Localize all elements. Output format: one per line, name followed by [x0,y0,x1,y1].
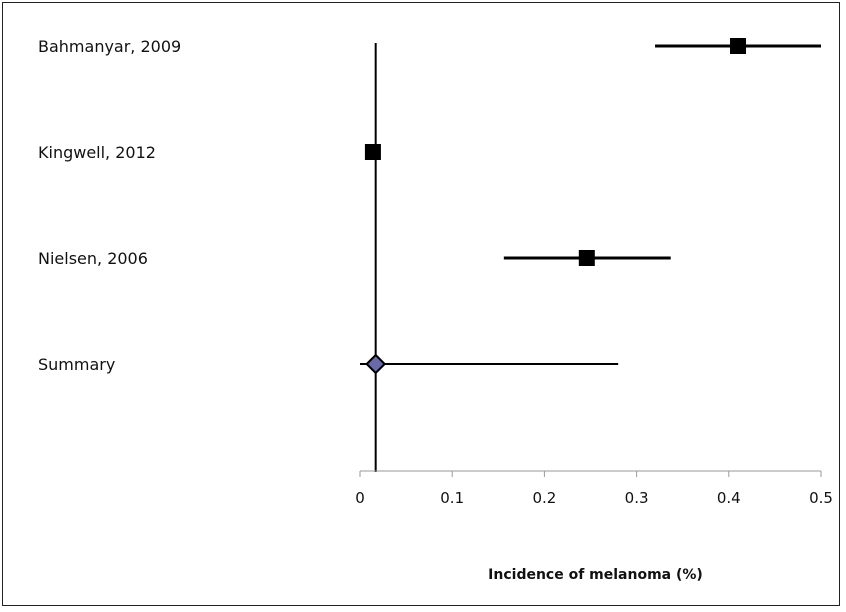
x-axis: 0 0.1 0.2 0.3 0.4 0.5 [355,471,833,507]
study-bahmanyar-2009-square-marker [730,38,746,54]
plot-marks [360,38,821,373]
x-axis-title: Incidence of melanoma (%) [488,567,703,583]
summary-diamond-marker [367,355,385,373]
x-tick-label: 0.5 [809,489,833,507]
x-tick-label: 0.4 [717,489,741,507]
summary-label: Summary [38,355,115,374]
study-labels: Bahmanyar, 2009 Kingwell, 2012 Nielsen, 20… [38,37,181,374]
x-tick-label: 0.3 [625,489,649,507]
study-label-kingwell-2012: Kingwell, 2012 [38,143,156,162]
x-tick-label: 0 [355,489,365,507]
x-tick-label: 0.2 [532,489,556,507]
study-label-bahmanyar-2009: Bahmanyar, 2009 [38,37,181,56]
study-nielsen-2006-square-marker [579,250,595,266]
study-label-nielsen-2006: Nielsen, 2006 [38,249,148,268]
x-tick-label: 0.1 [440,489,464,507]
study-kingwell-2012-square-marker [365,144,381,160]
